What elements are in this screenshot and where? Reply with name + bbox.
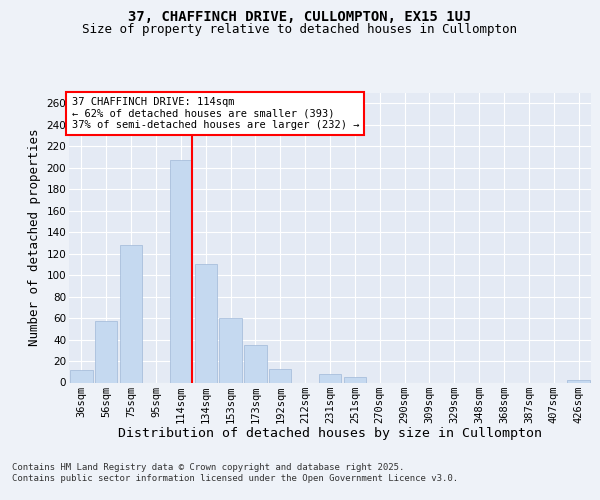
Bar <box>220 318 242 382</box>
Bar <box>120 245 142 382</box>
Bar <box>170 160 192 382</box>
Bar <box>194 264 217 382</box>
Text: Contains public sector information licensed under the Open Government Licence v3: Contains public sector information licen… <box>12 474 458 483</box>
Bar <box>269 368 292 382</box>
Bar <box>244 345 266 383</box>
Bar <box>344 377 366 382</box>
Bar <box>70 370 92 382</box>
Text: Distribution of detached houses by size in Cullompton: Distribution of detached houses by size … <box>118 428 542 440</box>
Y-axis label: Number of detached properties: Number of detached properties <box>28 128 41 346</box>
Text: 37 CHAFFINCH DRIVE: 114sqm
← 62% of detached houses are smaller (393)
37% of sem: 37 CHAFFINCH DRIVE: 114sqm ← 62% of deta… <box>71 97 359 130</box>
Text: Size of property relative to detached houses in Cullompton: Size of property relative to detached ho… <box>83 22 517 36</box>
Bar <box>568 380 590 382</box>
Text: 37, CHAFFINCH DRIVE, CULLOMPTON, EX15 1UJ: 37, CHAFFINCH DRIVE, CULLOMPTON, EX15 1U… <box>128 10 472 24</box>
Bar <box>319 374 341 382</box>
Text: Contains HM Land Registry data © Crown copyright and database right 2025.: Contains HM Land Registry data © Crown c… <box>12 462 404 471</box>
Bar <box>95 322 118 382</box>
